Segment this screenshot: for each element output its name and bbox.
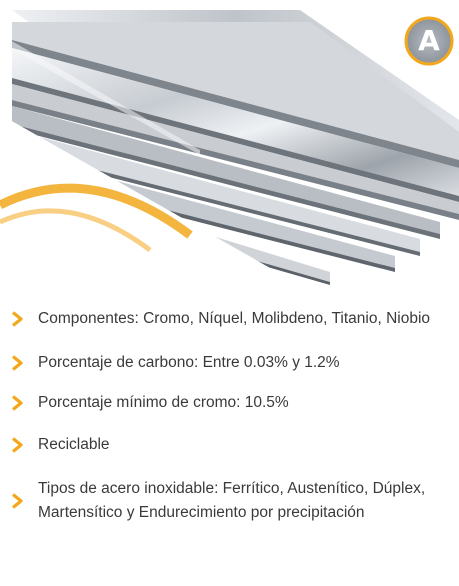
- steel-sheets-illustration: [0, 10, 459, 285]
- feature-text: Componentes: Cromo, Níquel, Molibdeno, T…: [38, 310, 431, 327]
- chevron-right-icon: [11, 311, 23, 327]
- chevron-right-icon: [11, 355, 23, 371]
- feature-text: Porcentaje mínimo de cromo: 10.5%: [38, 394, 289, 411]
- feature-item-carbono: Porcentaje de carbono: Entre 0.03% y 1.2…: [0, 351, 459, 375]
- feature-text: Reciclable: [38, 436, 110, 453]
- feature-text: Porcentaje de carbono: Entre 0.03% y 1.2…: [38, 354, 340, 371]
- chevron-right-icon: [11, 493, 23, 509]
- feature-item-cromo: Porcentaje mínimo de cromo: 10.5%: [0, 391, 459, 415]
- feature-list: Componentes: Cromo, Níquel, Molibdeno, T…: [0, 307, 459, 525]
- logo-circle-icon: [404, 16, 454, 66]
- brand-logo: A: [404, 16, 454, 66]
- logo-letter: A: [418, 24, 440, 57]
- feature-item-componentes: Componentes: Cromo, Níquel, Molibdeno, T…: [0, 307, 459, 331]
- decorative-arcs: [0, 183, 193, 253]
- chevron-right-icon: [11, 395, 23, 411]
- feature-text: Tipos de acero inoxidable: Ferrítico, Au…: [38, 480, 426, 521]
- chevron-right-icon: [11, 437, 23, 453]
- steel-sheet-stack: [10, 10, 459, 285]
- product-image: A: [0, 0, 459, 285]
- feature-item-reciclable: Reciclable: [0, 433, 459, 457]
- feature-item-tipos: Tipos de acero inoxidable: Ferrítico, Au…: [0, 477, 459, 525]
